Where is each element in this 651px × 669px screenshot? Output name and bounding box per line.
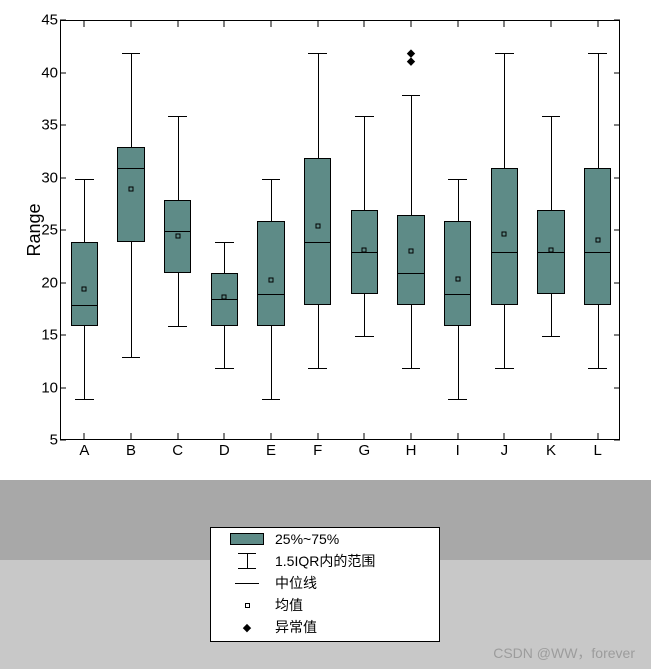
mean-marker — [315, 223, 320, 228]
mean-marker — [362, 247, 367, 252]
legend-row-outlier: ◆ 异常值 — [211, 616, 439, 638]
plot-area: ABCDEFGHIJKL◆◆ — [60, 20, 620, 440]
x-tick-label: K — [546, 442, 556, 459]
legend-row-median: 中位线 — [211, 572, 439, 594]
box — [444, 221, 471, 326]
x-tick-label: H — [406, 442, 417, 459]
box — [584, 168, 611, 305]
mean-marker — [269, 278, 274, 283]
outlier-marker: ◆ — [407, 46, 415, 59]
chart-area-background: Range ABCDEFGHIJKL◆◆ 51015202530354045 — [0, 0, 651, 480]
mean-marker — [409, 248, 414, 253]
legend-box-label: 25%~75% — [275, 531, 339, 547]
box — [117, 147, 144, 242]
y-tick-label: 20 — [32, 274, 58, 291]
y-tick-label: 40 — [32, 64, 58, 81]
mean-marker — [502, 232, 507, 237]
watermark-text: CSDN @WW，forever — [493, 643, 635, 663]
box — [397, 215, 424, 304]
legend-mean-label: 均值 — [275, 595, 303, 615]
y-tick-label: 15 — [32, 327, 58, 344]
y-tick-label: 35 — [32, 117, 58, 134]
x-tick-label: F — [313, 442, 322, 459]
x-tick-label: D — [219, 442, 230, 459]
legend-whisker-icon — [227, 553, 267, 569]
x-tick-label: C — [172, 442, 183, 459]
legend: 25%~75% 1.5IQR内的范围 中位线 均值 ◆ 异常值 — [210, 527, 440, 642]
legend-median-label: 中位线 — [275, 573, 317, 593]
box — [257, 221, 284, 326]
box — [71, 242, 98, 326]
y-tick-label: 45 — [32, 12, 58, 29]
x-tick-label: E — [266, 442, 276, 459]
x-tick-label: I — [456, 442, 460, 459]
y-tick-label: 30 — [32, 169, 58, 186]
mean-marker — [595, 238, 600, 243]
x-tick-label: J — [501, 442, 509, 459]
page: Range ABCDEFGHIJKL◆◆ 51015202530354045 2… — [0, 0, 651, 669]
mean-marker — [175, 234, 180, 239]
legend-box-icon — [227, 533, 267, 545]
legend-row-box: 25%~75% — [211, 528, 439, 550]
legend-row-mean: 均值 — [211, 594, 439, 616]
mean-marker — [455, 277, 460, 282]
mean-marker — [129, 187, 134, 192]
legend-outlier-label: 异常值 — [275, 617, 317, 637]
y-tick-label: 5 — [32, 432, 58, 449]
x-tick-label: L — [593, 442, 601, 459]
box — [304, 158, 331, 305]
y-tick-label: 10 — [32, 379, 58, 396]
legend-outlier-icon: ◆ — [227, 621, 267, 634]
y-tick-label: 25 — [32, 222, 58, 239]
legend-whisker-label: 1.5IQR内的范围 — [275, 551, 375, 571]
mean-marker — [222, 295, 227, 300]
legend-row-whisker: 1.5IQR内的范围 — [211, 550, 439, 572]
x-tick-label: B — [126, 442, 136, 459]
x-tick-label: A — [79, 442, 89, 459]
legend-median-icon — [227, 583, 267, 584]
mean-marker — [549, 247, 554, 252]
x-tick-label: G — [358, 442, 370, 459]
mean-marker — [82, 286, 87, 291]
legend-mean-icon — [227, 603, 267, 608]
